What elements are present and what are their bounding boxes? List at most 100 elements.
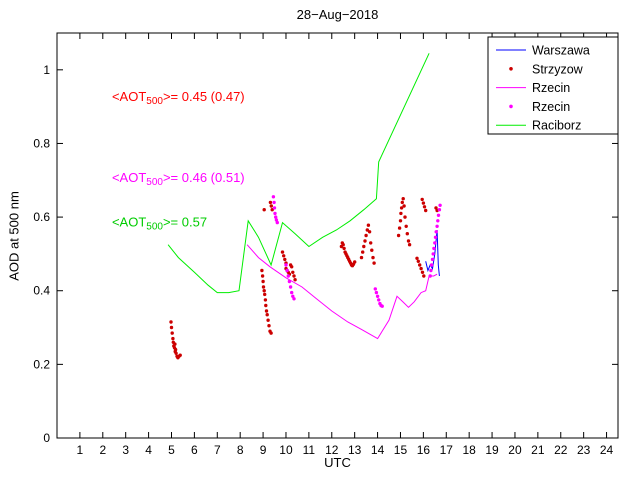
series-strzyzow-scatter-point <box>265 313 269 317</box>
series-rzecin-scatter-point <box>433 241 437 245</box>
x-tick-label: 2 <box>99 443 106 457</box>
series-strzyzow-scatter-point <box>400 200 404 205</box>
series-rzecin-scatter-point <box>434 230 438 234</box>
series-strzyzow-scatter-point <box>174 351 178 355</box>
x-tick-label: 9 <box>260 443 267 457</box>
x-tick-label: 16 <box>417 443 431 457</box>
series-strzyzow-scatter-point <box>370 248 374 252</box>
series-strzyzow-scatter-point <box>362 244 366 249</box>
series-strzyzow-scatter-point <box>173 347 178 352</box>
series-rzecin-scatter-point <box>374 290 379 295</box>
series-rzecin-scatter-point <box>375 294 380 298</box>
series-strzyzow-scatter-point <box>262 289 266 293</box>
series-rzecin-scatter-point <box>431 252 435 256</box>
x-tick-label: 5 <box>168 443 175 457</box>
series-strzyzow-scatter-point <box>264 303 268 308</box>
series-rzecin-scatter-point <box>285 268 289 273</box>
series-rzecin-scatter-point <box>377 298 381 302</box>
series-rzecin-scatter-point <box>437 208 442 212</box>
series-rzecin-line <box>246 244 438 340</box>
legend-label: Rzecin <box>532 81 570 95</box>
series-strzyzow-scatter-point <box>261 279 265 284</box>
series-strzyzow-scatter-point <box>169 325 174 330</box>
series-strzyzow-scatter-point <box>269 331 273 335</box>
legend-label: Strzyzow <box>532 62 584 76</box>
x-tick-label: 20 <box>508 443 522 457</box>
series-rzecin-scatter-point <box>286 274 290 278</box>
series-rzecin-scatter-point <box>432 246 436 251</box>
series-strzyzow-scatter-point <box>404 224 408 228</box>
series-strzyzow-scatter-point <box>364 233 368 238</box>
series-strzyzow-scatter-point <box>171 336 175 341</box>
series-rzecin-scatter-point <box>429 268 433 273</box>
series-rzecin-scatter-point <box>433 235 438 239</box>
series-rzecin-scatter-point <box>284 263 288 267</box>
series-strzyzow-scatter-point <box>266 318 270 322</box>
legend-box <box>487 36 619 135</box>
series-strzyzow-scatter-point <box>263 292 267 297</box>
series-rzecin-scatter-point <box>428 274 432 278</box>
x-tick-label: 12 <box>325 443 339 457</box>
series-rzecin-scatter <box>271 195 442 308</box>
annotation-1: <AOT500>= 0.46 (0.51) <box>112 170 245 188</box>
series-rzecin-scatter-point <box>273 211 277 216</box>
y-tick-label: 1 <box>43 63 50 77</box>
series-strzyzow-scatter-point <box>269 204 273 208</box>
x-tick-label: 6 <box>191 443 198 457</box>
series-warszawa-line <box>425 229 440 277</box>
series-strzyzow-scatter-point <box>403 215 407 219</box>
series-rzecin-scatter-point <box>274 215 278 219</box>
x-tick-label: 22 <box>554 443 568 457</box>
series-strzyzow-scatter <box>169 197 439 360</box>
series-strzyzow-scatter-point <box>341 243 345 247</box>
y-tick-label: 0.6 <box>33 210 50 224</box>
x-tick-label: 21 <box>531 443 545 457</box>
series-strzyzow-scatter-point <box>399 211 403 216</box>
series-strzyzow-scatter-point <box>283 257 287 262</box>
y-tick-label: 0.2 <box>33 357 50 371</box>
series-strzyzow-scatter-point <box>415 256 419 260</box>
series-rzecin-scatter-point <box>438 203 442 207</box>
series-rzecin-scatter-point <box>271 195 276 199</box>
series-strzyzow-scatter-point <box>420 197 424 202</box>
legend-sample-marker <box>509 104 513 109</box>
series-strzyzow-scatter-point <box>434 206 438 210</box>
x-tick-label: 18 <box>462 443 476 457</box>
series-strzyzow-scatter-point <box>262 208 266 212</box>
x-tick-label: 19 <box>485 443 499 457</box>
series-rzecin-scatter-point <box>380 304 384 308</box>
x-tick-label: 15 <box>394 443 408 457</box>
series-strzyzow-scatter-point <box>363 239 367 243</box>
x-tick-label: 7 <box>214 443 221 457</box>
series-strzyzow-scatter-point <box>361 250 365 254</box>
series-strzyzow-scatter-point <box>260 268 264 273</box>
series-strzyzow-scatter-point <box>268 200 273 205</box>
series-strzyzow-scatter-point <box>170 331 174 335</box>
x-tick-label: 3 <box>122 443 129 457</box>
series-strzyzow-scatter-point <box>367 230 372 234</box>
series-strzyzow-scatter-point <box>406 239 411 243</box>
series-strzyzow-scatter-point <box>282 254 286 258</box>
series-strzyzow-scatter-point <box>292 274 296 278</box>
series-strzyzow-scatter-point <box>398 219 403 223</box>
x-tick-label: 13 <box>348 443 362 457</box>
series-strzyzow-scatter-point <box>178 353 182 357</box>
series-rzecin-scatter-point <box>436 219 440 223</box>
series-strzyzow-scatter-point <box>419 266 423 271</box>
series-rzecin-scatter-point <box>436 213 441 217</box>
x-tick-label: 14 <box>371 443 385 457</box>
x-axis-label: UTC <box>324 455 351 470</box>
series-strzyzow-scatter-point <box>280 250 285 254</box>
series-rzecin-scatter-point <box>290 290 294 295</box>
series-strzyzow-scatter-point <box>359 255 364 260</box>
series-strzyzow-scatter-point <box>372 261 376 265</box>
series-strzyzow-scatter-point <box>399 206 404 210</box>
series-rzecin-scatter-point <box>275 220 279 225</box>
y-tick-label: 0 <box>43 431 50 445</box>
series-strzyzow-scatter-point <box>397 226 402 230</box>
series-raciborz-line <box>167 53 430 294</box>
series-strzyzow-scatter-point <box>369 241 373 245</box>
legend-sample-marker <box>509 67 513 71</box>
x-tick-label: 11 <box>303 443 316 457</box>
